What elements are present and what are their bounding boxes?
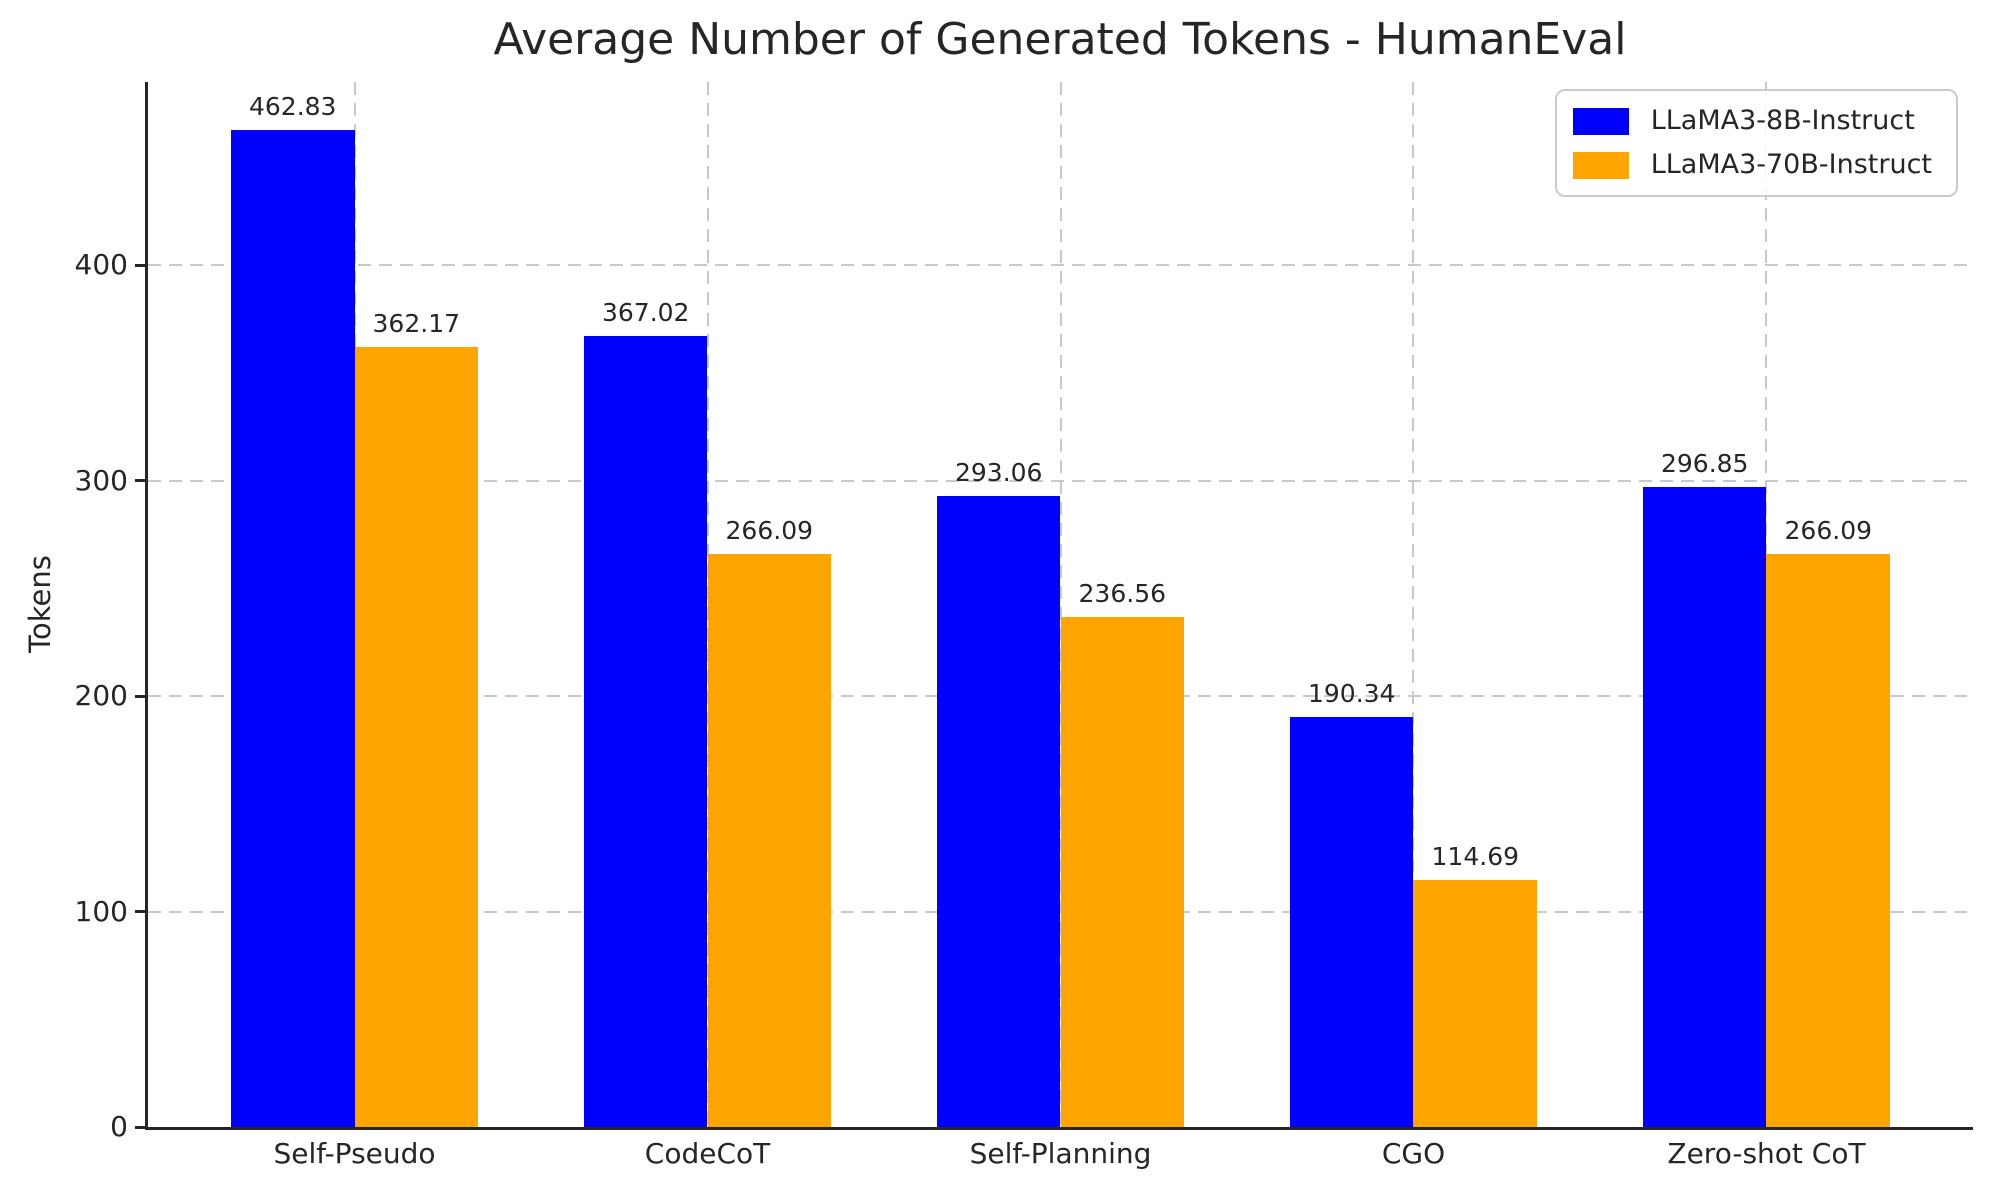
y-tick-label-100: 100 bbox=[74, 894, 128, 928]
legend-label: LLaMA3-70B-Instruct bbox=[1650, 149, 1932, 180]
bar-llama3-70b-instruct-codecot bbox=[707, 553, 832, 1127]
y-tick-mark-200 bbox=[135, 694, 145, 698]
y-tick-mark-100 bbox=[135, 910, 145, 914]
gridline-x-self-planning bbox=[1059, 82, 1062, 1127]
y-tick-label-200: 200 bbox=[74, 679, 128, 713]
bar-value-llama3-8b-instruct-zero-shot-cot: 296.85 bbox=[1660, 449, 1749, 479]
gridline-x-cgo bbox=[1412, 82, 1415, 1127]
bar-llama3-70b-instruct-self-planning bbox=[1060, 617, 1185, 1127]
x-tick-label-zero-shot-cot: Zero-shot CoT bbox=[1667, 1137, 1866, 1170]
bar-value-llama3-70b-instruct-zero-shot-cot: 266.09 bbox=[1784, 515, 1873, 545]
plot-area: 462.83 367.02 293.06 190.34 296.85 362.17 266.… bbox=[145, 82, 1973, 1130]
y-tick-mark-300 bbox=[135, 479, 145, 483]
x-tick-label-self-planning: Self-Planning bbox=[969, 1137, 1152, 1170]
x-tick-label-self-pseudo: Self-Pseudo bbox=[273, 1137, 436, 1170]
bar-value-llama3-8b-instruct-self-planning: 293.06 bbox=[954, 457, 1043, 487]
legend-swatch-llama3-70b-instruct bbox=[1572, 151, 1629, 179]
y-tick-label-300: 300 bbox=[74, 463, 128, 497]
y-tick-mark-400 bbox=[135, 263, 145, 267]
bar-value-llama3-8b-instruct-codecot: 367.02 bbox=[601, 298, 690, 328]
bar-value-llama3-70b-instruct-self-pseudo: 362.17 bbox=[372, 308, 461, 338]
bar-llama3-8b-instruct-self-planning bbox=[936, 495, 1061, 1127]
legend: LLaMA3-8B-Instruct LLaMA3-70B-Instruct bbox=[1554, 89, 1958, 197]
legend-item-llama3-8b-instruct: LLaMA3-8B-Instruct bbox=[1572, 105, 1932, 137]
legend-item-llama3-70b-instruct: LLaMA3-70B-Instruct bbox=[1572, 149, 1932, 181]
bar-llama3-8b-instruct-self-pseudo bbox=[230, 129, 355, 1127]
x-tick-label-codecot: CodeCoT bbox=[644, 1137, 771, 1170]
bar-llama3-8b-instruct-codecot bbox=[583, 336, 708, 1127]
legend-label: LLaMA3-8B-Instruct bbox=[1650, 105, 1915, 136]
bar-value-llama3-8b-instruct-self-pseudo: 462.83 bbox=[248, 91, 337, 121]
y-tick-label-0: 0 bbox=[110, 1110, 128, 1143]
bar-value-llama3-70b-instruct-codecot: 266.09 bbox=[725, 515, 814, 545]
legend-swatch-llama3-8b-instruct bbox=[1572, 107, 1629, 135]
x-tick-label-cgo: CGO bbox=[1381, 1137, 1446, 1170]
bar-value-llama3-70b-instruct-cgo: 114.69 bbox=[1431, 841, 1520, 871]
bar-value-llama3-8b-instruct-cgo: 190.34 bbox=[1307, 678, 1396, 708]
chart-title: Average Number of Generated Tokens - Hum… bbox=[493, 14, 1627, 65]
y-axis-label: Tokens bbox=[23, 555, 57, 653]
bar-llama3-70b-instruct-self-pseudo bbox=[354, 346, 479, 1127]
bar-llama3-70b-instruct-zero-shot-cot bbox=[1766, 553, 1891, 1127]
bar-value-llama3-70b-instruct-self-planning: 236.56 bbox=[1078, 579, 1167, 609]
bar-llama3-8b-instruct-cgo bbox=[1289, 716, 1414, 1127]
bar-llama3-70b-instruct-cgo bbox=[1413, 879, 1538, 1127]
bar-llama3-8b-instruct-zero-shot-cot bbox=[1642, 487, 1767, 1127]
y-tick-label-400: 400 bbox=[74, 248, 128, 282]
y-tick-mark-0 bbox=[135, 1125, 145, 1129]
